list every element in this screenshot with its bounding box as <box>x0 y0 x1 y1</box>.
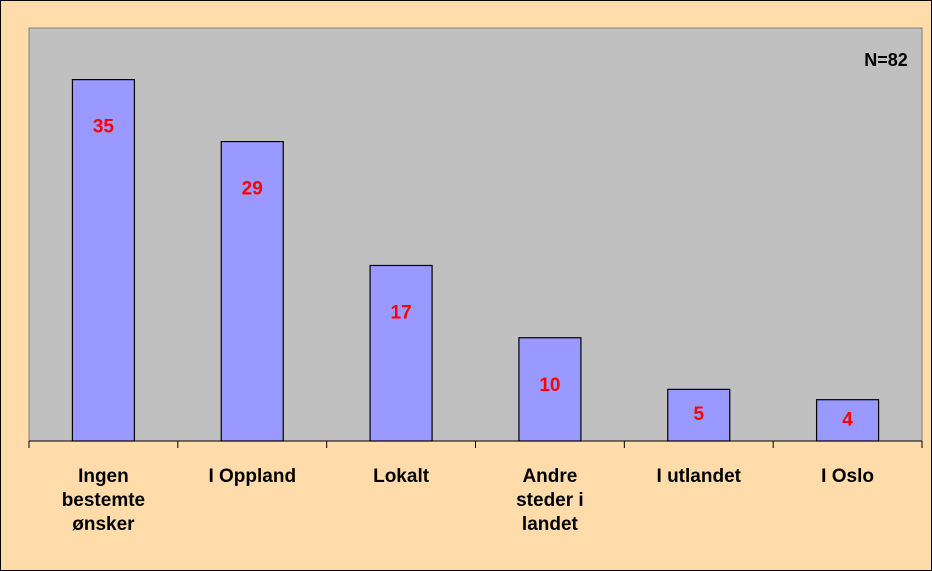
x-tick-label: Lokalt <box>373 466 430 487</box>
data-label: 17 <box>391 302 412 323</box>
x-tick-label: I Oppland <box>208 466 297 487</box>
data-label: 10 <box>539 375 560 396</box>
bar <box>71 79 136 442</box>
data-label: 35 <box>93 117 115 138</box>
data-label: 5 <box>693 404 704 425</box>
bar <box>518 337 582 442</box>
x-tick-label: Ingen bestemte ønsker <box>61 466 146 535</box>
bar <box>369 264 433 442</box>
bar <box>667 388 731 442</box>
x-tick-label: I utlandet <box>656 466 741 487</box>
bar <box>220 140 284 442</box>
annotation: N=82 <box>864 50 908 70</box>
data-label: 29 <box>242 179 263 200</box>
bar <box>815 399 880 442</box>
data-label: 4 <box>842 409 853 430</box>
x-tick-label: Andre steder i landet <box>516 466 584 535</box>
plot-area <box>28 27 923 442</box>
x-tick-label: I Oslo <box>821 466 874 487</box>
